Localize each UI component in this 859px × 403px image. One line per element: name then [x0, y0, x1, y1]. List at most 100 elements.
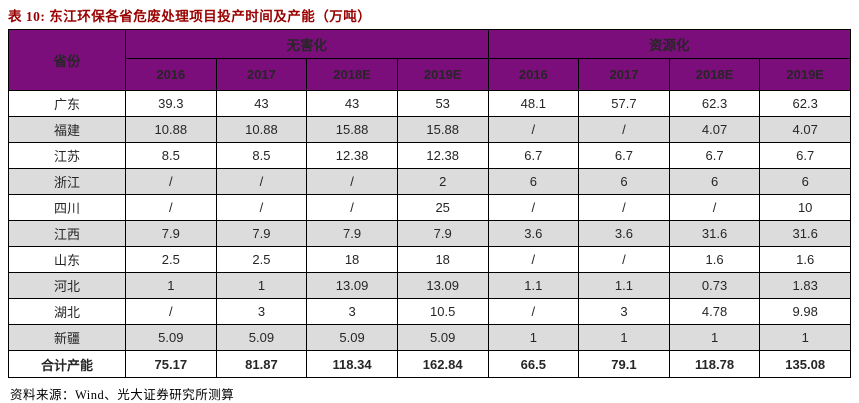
- value-cell: 62.3: [668, 90, 761, 117]
- value-cell: 8.5: [125, 142, 217, 169]
- value-cell: 10: [759, 194, 851, 221]
- value-cell: 1.6: [668, 246, 761, 273]
- total-value-cell: 66.5: [487, 350, 580, 378]
- group-header-row: 省份 无害化 资源化: [8, 29, 851, 91]
- value-cell: 1: [215, 272, 308, 299]
- value-cell: 25: [396, 194, 489, 221]
- value-cell: 31.6: [668, 220, 761, 247]
- province-name: 福建: [8, 116, 126, 143]
- value-cell: 57.7: [578, 90, 670, 117]
- capacity-table: 省份 无害化 资源化 2016 2017 2018E 2019E 2016 20…: [8, 29, 851, 378]
- year-header-row: 2016 2017 2018E 2019E 2016 2017 2018E 20…: [9, 58, 851, 91]
- year-header: 2018E: [306, 58, 398, 91]
- table-row: 河北 1 1 13.09 13.09 1.1 1.1 0.73 1.83: [8, 272, 851, 299]
- table-header: 省份 无害化 资源化 2016 2017 2018E 2019E 2016 20…: [8, 29, 851, 91]
- table-title: 表 10: 东江环保各省危废处理项目投产时间及产能（万吨）: [8, 9, 372, 24]
- value-cell: 6.7: [668, 142, 761, 169]
- value-cell: 1: [578, 324, 670, 351]
- province-name: 江西: [8, 220, 126, 247]
- province-name: 河北: [8, 272, 126, 299]
- value-cell: 39.3: [125, 90, 217, 117]
- value-cell: 1.1: [578, 272, 670, 299]
- value-cell: 1: [759, 324, 851, 351]
- value-cell: 4.78: [668, 298, 761, 325]
- value-cell: 6: [668, 168, 761, 195]
- value-cell: 3.6: [487, 220, 580, 247]
- value-cell: 1: [668, 324, 761, 351]
- value-cell: 13.09: [396, 272, 489, 299]
- year-header: 2016: [487, 58, 580, 91]
- value-cell: 7.9: [306, 220, 398, 247]
- total-value-cell: 118.78: [668, 350, 761, 378]
- value-cell: /: [487, 116, 580, 143]
- value-cell: 43: [306, 90, 398, 117]
- value-cell: 6: [487, 168, 580, 195]
- value-cell: 6: [578, 168, 670, 195]
- province-name: 新疆: [8, 324, 126, 351]
- table-row: 浙江 / //2 6 6 6 6: [8, 168, 851, 195]
- year-header: 2019E: [396, 58, 489, 91]
- year-header: 2016: [125, 58, 217, 91]
- year-header: 2018E: [668, 58, 761, 91]
- table-row: 新疆 5.09 5.09 5.09 5.09 1 1 1 1: [8, 324, 851, 351]
- province-name: 广东: [8, 90, 126, 117]
- value-cell: 6.7: [759, 142, 851, 169]
- value-cell: 18: [306, 246, 398, 273]
- value-cell: 1.6: [759, 246, 851, 273]
- value-cell: /: [487, 246, 580, 273]
- total-row: 合计产能 75.17 81.87 118.34 162.84 66.5 79.1 118.78…: [8, 350, 851, 378]
- group-header-harmless-treatment: 无害化: [125, 29, 489, 59]
- value-cell: 3.6: [578, 220, 670, 247]
- table-row: 广东 39.3 43 43 53 48.1 57.7 62.3 62.3: [8, 90, 851, 117]
- value-cell: 48.1: [487, 90, 580, 117]
- total-value-cell: 75.17: [125, 350, 217, 378]
- value-cell: 15.88: [306, 116, 398, 143]
- table-row: 四川 / //25///10: [8, 194, 851, 221]
- value-cell: /: [125, 194, 217, 221]
- corner-header-province: 省份: [8, 29, 126, 91]
- value-cell: 2.5: [215, 246, 308, 273]
- value-cell: 7.9: [396, 220, 489, 247]
- table-row: 江西 7.9 7.9 7.9 7.9 3.6 3.6 31.6 31.6: [8, 220, 851, 247]
- value-cell: /: [487, 194, 580, 221]
- year-header: 2017: [578, 58, 670, 91]
- value-cell: 8.5: [215, 142, 308, 169]
- value-cell: /: [215, 168, 308, 195]
- value-cell: 13.09: [306, 272, 398, 299]
- value-cell: 5.09: [215, 324, 308, 351]
- value-cell: /: [578, 116, 670, 143]
- value-cell: 3: [578, 298, 670, 325]
- value-cell: /: [668, 194, 761, 221]
- total-value-cell: 162.84: [396, 350, 489, 378]
- value-cell: 3: [215, 298, 308, 325]
- table-row: 山东 2.5 2.5 18 18//1.6 1.6: [8, 246, 851, 273]
- value-cell: 53: [396, 90, 489, 117]
- value-cell: 9.98: [759, 298, 851, 325]
- province-name: 江苏: [8, 142, 126, 169]
- value-cell: /: [125, 168, 217, 195]
- value-cell: 12.38: [396, 142, 489, 169]
- source-note: 资料来源：Wind、光大证券研究所测算: [10, 388, 235, 402]
- table-body: 广东 39.3 43 43 53 48.1 57.7 62.3 62.3 福建 10.88 10.88…: [8, 90, 851, 378]
- value-cell: 18: [396, 246, 489, 273]
- value-cell: 2: [396, 168, 489, 195]
- value-cell: 4.07: [668, 116, 761, 143]
- value-cell: 62.3: [759, 90, 851, 117]
- value-cell: 0.73: [668, 272, 761, 299]
- value-cell: 5.09: [396, 324, 489, 351]
- value-cell: 1.83: [759, 272, 851, 299]
- value-cell: 10.5: [396, 298, 489, 325]
- province-name: 山东: [8, 246, 126, 273]
- province-name: 浙江: [8, 168, 126, 195]
- value-cell: 31.6: [759, 220, 851, 247]
- table-row: 湖北/3 3 10.5/3 4.78 9.98: [8, 298, 851, 325]
- value-cell: 15.88: [396, 116, 489, 143]
- value-cell: 5.09: [306, 324, 398, 351]
- value-cell: 7.9: [215, 220, 308, 247]
- value-cell: /: [306, 194, 398, 221]
- value-cell: 6.7: [578, 142, 670, 169]
- province-name: 湖北: [8, 298, 126, 325]
- value-cell: /: [578, 194, 670, 221]
- total-value-cell: 135.08: [759, 350, 851, 378]
